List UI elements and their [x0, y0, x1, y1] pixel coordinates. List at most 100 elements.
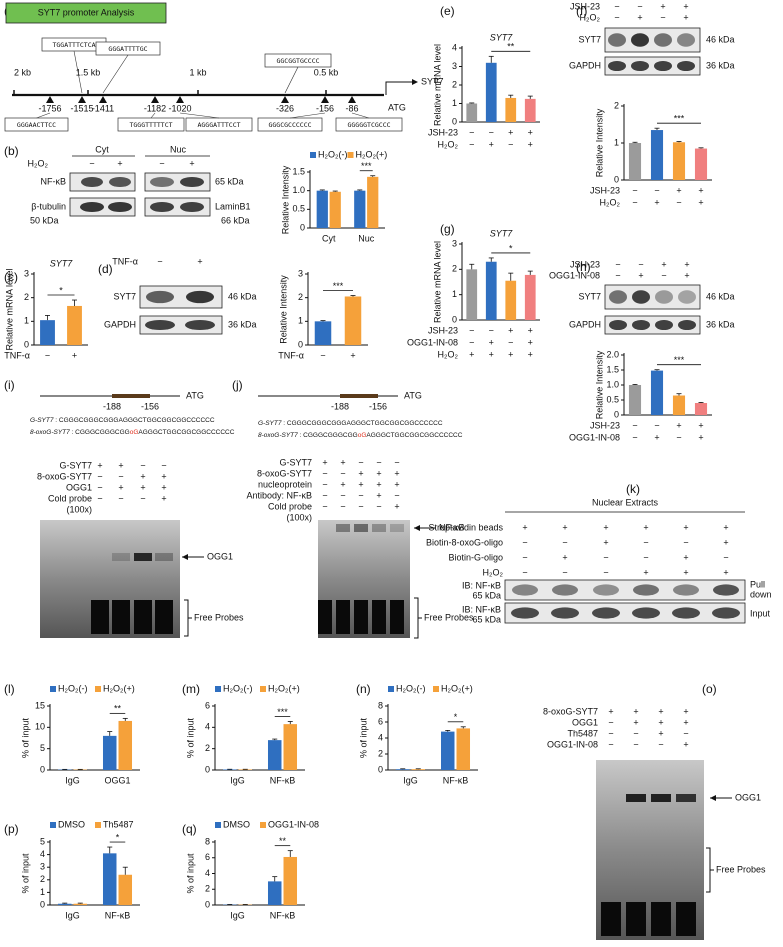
y-tick-label: 2	[452, 79, 457, 89]
label: GAPDH	[569, 319, 601, 329]
site-marker	[46, 96, 54, 103]
legend-swatch	[95, 822, 101, 828]
blot-band	[185, 319, 215, 331]
significance: ***	[277, 707, 288, 717]
label: 65 kDa	[215, 176, 244, 186]
shift-band	[390, 524, 404, 532]
chart-title: SYT7	[490, 32, 514, 42]
significance: *	[116, 832, 120, 842]
label: -156	[369, 401, 387, 411]
sequence-part: : CGGGCGGGCGG	[70, 429, 130, 436]
row-mark: −	[322, 468, 327, 478]
row-label: Biotin-G-oligo	[448, 552, 503, 562]
row-mark: +	[376, 468, 381, 478]
row-mark: −	[469, 337, 474, 347]
row-label: 8-oxoG-SYT7	[257, 468, 312, 478]
free-probe-band	[372, 600, 386, 634]
row-mark: −	[358, 490, 363, 500]
free-probe-band	[626, 902, 646, 936]
row-mark: +	[683, 567, 688, 577]
row-label: (100x)	[286, 512, 312, 522]
blot-band	[109, 176, 131, 188]
row-mark: +	[117, 158, 122, 168]
row-mark: +	[376, 479, 381, 489]
row-mark: +	[394, 501, 399, 511]
panel-label: (k)	[626, 482, 640, 496]
line	[289, 112, 326, 119]
row-mark: −	[522, 552, 527, 562]
y-axis-label: % of input	[185, 717, 195, 758]
row-mark: −	[643, 537, 648, 547]
row-mark: +	[140, 482, 145, 492]
y-tick-label: 2	[452, 264, 457, 274]
row-mark: +	[608, 706, 613, 716]
row-mark: +	[698, 185, 703, 195]
blot-band	[511, 607, 539, 619]
free-probe-band	[336, 600, 350, 634]
row-mark: −	[660, 12, 665, 22]
legend-swatch	[347, 152, 354, 158]
blot-band	[80, 201, 104, 213]
row-mark: −	[603, 567, 608, 577]
y-tick-label: 1	[298, 316, 303, 326]
row-mark: −	[522, 567, 527, 577]
row-mark: +	[658, 706, 663, 716]
sequence-part: oG	[358, 432, 367, 439]
blot-band	[678, 319, 696, 331]
row-label: OGG1-IN-08	[549, 270, 600, 280]
legend-swatch	[260, 822, 266, 828]
bar	[344, 296, 362, 345]
blot-band	[552, 584, 578, 596]
row-mark: +	[683, 552, 688, 562]
blot-band	[677, 60, 695, 72]
label: 36 kDa	[228, 319, 257, 329]
row-label: JSH-23	[428, 325, 458, 335]
y-tick-label: 4	[205, 868, 210, 878]
row-mark: +	[118, 460, 123, 470]
row-mark: +	[161, 471, 166, 481]
row-mark: −	[340, 468, 345, 478]
y-axis-label: Relative mRNA level	[4, 268, 14, 350]
bracket	[414, 597, 422, 639]
bar	[672, 395, 686, 415]
row-mark: −	[614, 1, 619, 11]
bar	[118, 874, 133, 905]
y-tick-label: 0	[205, 764, 210, 774]
blot-band	[631, 33, 649, 47]
row-mark: −	[632, 197, 637, 207]
y-tick-label: 4	[452, 42, 457, 52]
legend-swatch	[260, 686, 266, 692]
row-mark: +	[508, 127, 513, 137]
y-tick-label: 3	[452, 61, 457, 71]
row-mark: −	[654, 420, 659, 430]
row-mark: +	[684, 270, 689, 280]
label: β-tubulin	[31, 201, 66, 211]
legend-swatch	[310, 152, 316, 158]
row-label: JSH-23	[570, 259, 600, 269]
label: IB: NF-κB	[462, 580, 501, 590]
blot-band	[608, 60, 626, 72]
label: Nuclear Extracts	[592, 497, 659, 507]
motif: TGGATTTCTCA	[52, 41, 95, 49]
row-mark: −	[89, 158, 94, 168]
row-label: H₂O₂	[438, 139, 459, 149]
row-mark: −	[376, 501, 381, 511]
row-mark: +	[638, 270, 643, 280]
blot-band	[609, 290, 627, 304]
row-mark: +	[522, 522, 527, 532]
row-mark: −	[394, 457, 399, 467]
label: Input	[750, 608, 771, 618]
legend-label: H₂O₂(+)	[441, 683, 473, 693]
row-label: G-SYT7	[279, 457, 312, 467]
label: SYT7	[113, 291, 136, 301]
motif: GGGGGTCGCCC	[347, 121, 390, 129]
panel-label: (g)	[440, 222, 455, 236]
blot	[604, 315, 701, 335]
label: OGG1	[207, 551, 233, 561]
label: -188	[103, 401, 121, 411]
row-mark: −	[45, 350, 50, 360]
label: Free Probes	[716, 864, 766, 874]
row-mark: −	[394, 490, 399, 500]
label: 50 kDa	[30, 215, 59, 225]
bar	[628, 143, 642, 180]
